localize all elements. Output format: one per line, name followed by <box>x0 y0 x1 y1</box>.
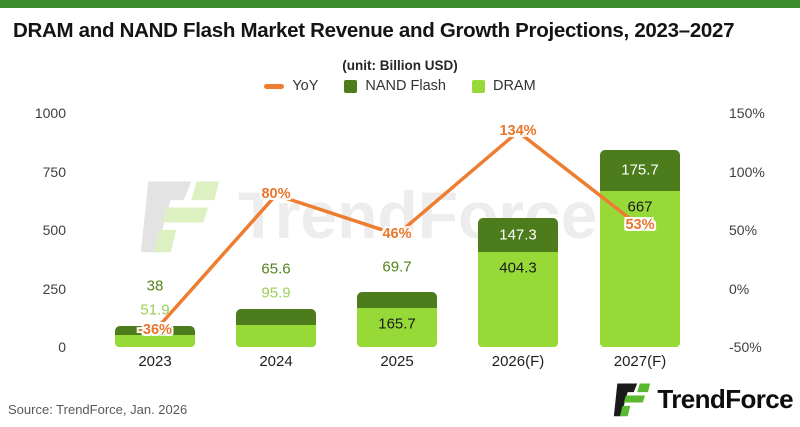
y-axis-tick-0: 0 <box>58 339 66 355</box>
x-axis-label-2024: 2024 <box>259 353 293 370</box>
trendforce-logo-icon <box>614 383 651 417</box>
value-label-dram-2025: 165.7 <box>378 315 416 333</box>
y2-axis-tick-50: -50% <box>729 339 762 355</box>
legend-item-nand-flash: NAND Flash <box>344 78 446 94</box>
bar-dram-2023 <box>115 334 195 347</box>
unit-label: (unit: Billion USD) <box>342 58 458 73</box>
y-axis-tick-500: 500 <box>42 222 66 238</box>
legend-swatch-dram <box>471 79 485 93</box>
value-label-nand-2024: 65.6 <box>261 260 291 278</box>
x-axis-label-2023: 2023 <box>138 353 172 370</box>
legend-label-yoy: YoY <box>292 78 319 94</box>
y2-axis-tick-100: 100% <box>729 163 765 180</box>
trendforce-logo: TrendForce <box>613 379 794 419</box>
bar-nand-2025 <box>357 291 437 309</box>
y2-axis-tick-50: 50% <box>729 222 758 238</box>
value-label-nand-2027F: 175.7 <box>621 161 659 179</box>
legend-label-nand-flash: NAND Flash <box>365 78 446 94</box>
chart-title: DRAM and NAND Flash Market Revenue and G… <box>13 19 735 42</box>
value-label-dram-2024: 95.9 <box>261 284 291 302</box>
bar-dram-2024 <box>236 324 316 347</box>
trendforce-logo-text: TrendForce <box>657 383 793 414</box>
y-axis-tick-750: 750 <box>42 163 66 180</box>
legend-label-dram: DRAM <box>492 78 536 94</box>
y2-axis-tick-150: 150% <box>729 105 765 121</box>
legend-swatch-yoy <box>264 83 285 89</box>
yoy-label-2027F: 53% <box>625 217 655 234</box>
yoy-label-2023: -36% <box>138 321 172 338</box>
x-axis-label-2025: 2025 <box>380 353 414 370</box>
y-axis-tick-250: 250 <box>42 280 66 297</box>
legend-swatch-nand-flash <box>344 79 358 93</box>
value-label-dram-2027F: 667 <box>627 198 653 216</box>
yoy-label-2024: 80% <box>261 185 291 202</box>
yoy-label-2026F: 134% <box>499 122 537 139</box>
legend-item-yoy: YoY <box>264 78 318 94</box>
y2-axis-tick-0: 0% <box>729 280 750 297</box>
top-accent-bar <box>0 0 800 8</box>
x-axis-label-2026F: 2026(F) <box>491 353 545 370</box>
value-label-nand-2026F: 147.3 <box>499 226 537 244</box>
value-label-dram-2023: 51.9 <box>140 301 170 319</box>
value-label-nand-2023: 38 <box>146 277 164 295</box>
y-axis-tick-1000: 1000 <box>34 105 66 121</box>
value-label-dram-2026F: 404.3 <box>499 259 537 277</box>
x-axis-label-2027F: 2027(F) <box>613 353 667 370</box>
legend-item-dram: DRAM <box>471 78 536 94</box>
yoy-label-2025: 46% <box>382 225 412 242</box>
source-note: Source: TrendForce, Jan. 2026 <box>8 402 188 417</box>
chart-legend: YoY NAND Flash DRAM <box>0 78 800 94</box>
value-label-nand-2025: 69.7 <box>382 258 412 276</box>
bar-nand-2024 <box>236 309 316 325</box>
